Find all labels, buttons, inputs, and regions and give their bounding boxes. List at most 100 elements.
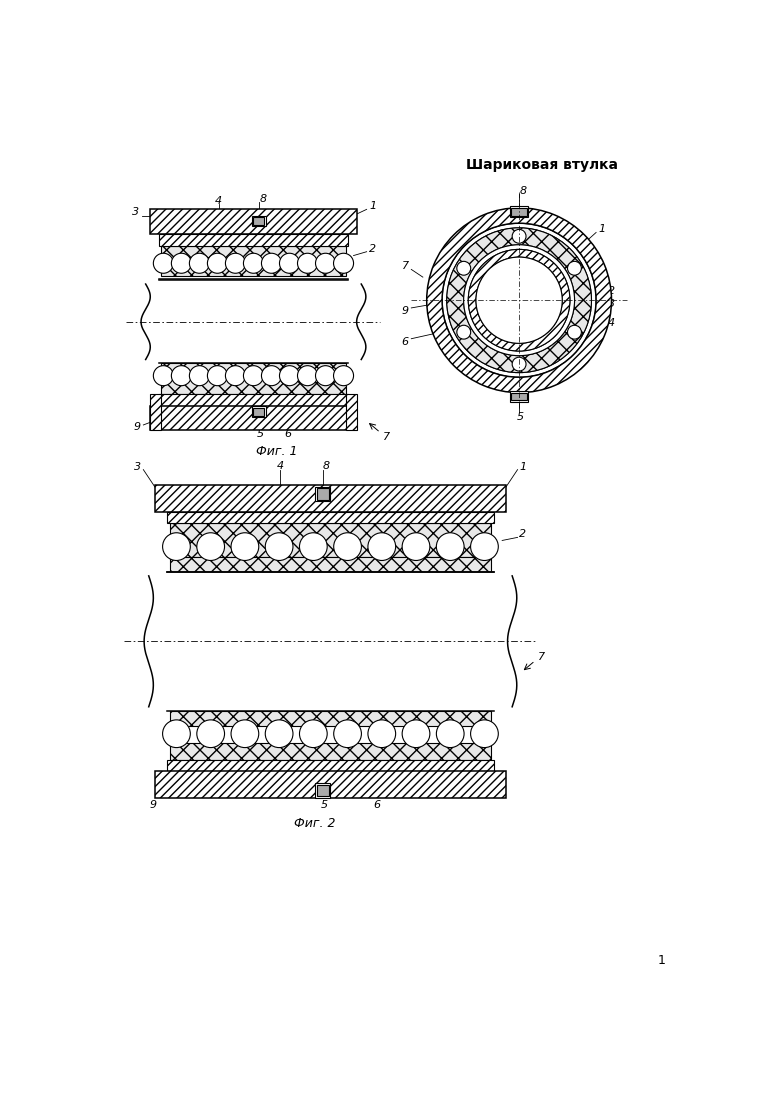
Circle shape bbox=[243, 254, 264, 274]
Text: 9: 9 bbox=[402, 306, 409, 315]
Bar bbox=[512, 393, 526, 400]
Text: 1: 1 bbox=[658, 954, 665, 966]
Text: 4: 4 bbox=[277, 461, 284, 471]
Text: 2: 2 bbox=[519, 529, 526, 539]
Circle shape bbox=[470, 533, 498, 560]
Circle shape bbox=[172, 366, 191, 386]
Text: 7: 7 bbox=[383, 431, 390, 441]
Text: 8: 8 bbox=[519, 186, 526, 196]
Bar bbox=[315, 486, 331, 501]
Bar bbox=[254, 408, 264, 416]
Circle shape bbox=[279, 366, 300, 386]
Text: 6: 6 bbox=[285, 429, 292, 439]
Bar bbox=[170, 710, 491, 726]
Circle shape bbox=[334, 254, 353, 274]
Circle shape bbox=[297, 366, 317, 386]
Wedge shape bbox=[463, 245, 575, 355]
Text: 5: 5 bbox=[257, 429, 264, 439]
Bar bbox=[155, 485, 506, 512]
Bar bbox=[170, 743, 491, 760]
Circle shape bbox=[470, 720, 498, 748]
Text: Шариковая втулка: Шариковая втулка bbox=[466, 158, 619, 172]
Circle shape bbox=[368, 720, 395, 748]
Circle shape bbox=[512, 229, 526, 244]
Bar bbox=[159, 234, 348, 246]
Bar bbox=[317, 489, 329, 500]
Circle shape bbox=[436, 533, 464, 560]
Circle shape bbox=[568, 261, 581, 275]
Bar bbox=[161, 246, 346, 276]
Bar bbox=[317, 784, 329, 796]
Circle shape bbox=[334, 533, 361, 560]
Bar bbox=[170, 523, 491, 557]
Circle shape bbox=[512, 357, 526, 371]
Text: 3: 3 bbox=[134, 461, 141, 472]
Bar bbox=[142, 280, 365, 363]
Text: 2: 2 bbox=[608, 286, 615, 296]
Text: 1: 1 bbox=[599, 224, 606, 234]
Circle shape bbox=[402, 720, 430, 748]
Text: 8: 8 bbox=[259, 194, 266, 204]
Circle shape bbox=[172, 254, 191, 274]
Circle shape bbox=[231, 533, 259, 560]
Circle shape bbox=[568, 325, 581, 339]
Text: 2: 2 bbox=[369, 245, 377, 255]
Bar bbox=[512, 207, 526, 215]
Bar bbox=[167, 760, 494, 771]
Circle shape bbox=[154, 366, 173, 386]
Circle shape bbox=[225, 254, 246, 274]
Wedge shape bbox=[442, 223, 596, 377]
Circle shape bbox=[265, 720, 293, 748]
Circle shape bbox=[297, 254, 317, 274]
Text: 5: 5 bbox=[321, 801, 328, 811]
Circle shape bbox=[334, 720, 361, 748]
Circle shape bbox=[488, 269, 550, 331]
Bar bbox=[252, 407, 266, 417]
Circle shape bbox=[334, 366, 353, 386]
Bar bbox=[150, 394, 161, 429]
Circle shape bbox=[162, 533, 190, 560]
Text: Фиг. 2: Фиг. 2 bbox=[294, 816, 336, 829]
Circle shape bbox=[300, 720, 327, 748]
Bar bbox=[140, 572, 521, 710]
Circle shape bbox=[190, 366, 209, 386]
Circle shape bbox=[207, 366, 228, 386]
Circle shape bbox=[316, 254, 335, 274]
Text: 7: 7 bbox=[402, 261, 409, 271]
Text: 5: 5 bbox=[517, 413, 524, 422]
Bar bbox=[167, 512, 494, 523]
Text: 1: 1 bbox=[519, 461, 526, 472]
Bar bbox=[159, 394, 348, 407]
Circle shape bbox=[279, 254, 300, 274]
Circle shape bbox=[162, 720, 190, 748]
Circle shape bbox=[436, 720, 464, 748]
Text: 1: 1 bbox=[369, 201, 377, 212]
Wedge shape bbox=[447, 228, 591, 373]
Circle shape bbox=[402, 533, 430, 560]
Circle shape bbox=[316, 366, 335, 386]
Bar bbox=[252, 215, 266, 226]
Circle shape bbox=[261, 366, 282, 386]
Text: 9: 9 bbox=[150, 801, 157, 811]
Text: 7: 7 bbox=[538, 652, 545, 662]
Bar bbox=[315, 783, 331, 797]
Bar bbox=[161, 363, 346, 394]
Text: 8: 8 bbox=[323, 461, 330, 471]
Circle shape bbox=[225, 366, 246, 386]
Bar bbox=[150, 210, 357, 234]
Circle shape bbox=[457, 261, 470, 275]
Circle shape bbox=[197, 533, 225, 560]
Bar bbox=[170, 557, 491, 572]
Circle shape bbox=[457, 325, 470, 339]
Wedge shape bbox=[468, 249, 570, 351]
Circle shape bbox=[368, 533, 395, 560]
Text: 3: 3 bbox=[608, 299, 615, 309]
Text: 6: 6 bbox=[402, 336, 409, 346]
Text: Фиг. 1: Фиг. 1 bbox=[256, 446, 297, 459]
Bar bbox=[150, 407, 357, 429]
Circle shape bbox=[300, 533, 327, 560]
Text: 4: 4 bbox=[608, 319, 615, 329]
Bar bbox=[510, 206, 528, 217]
Bar bbox=[155, 771, 506, 797]
Bar bbox=[510, 392, 528, 401]
